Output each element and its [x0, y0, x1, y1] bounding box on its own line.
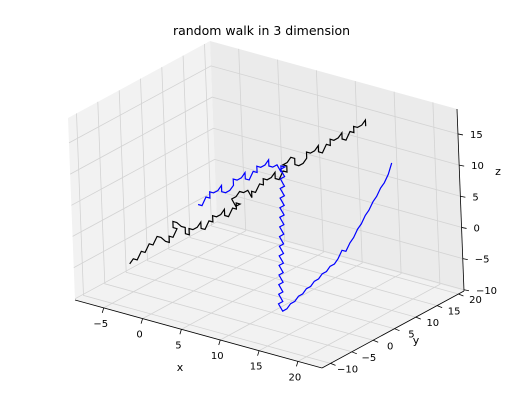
z-tick-label: −5 — [475, 255, 490, 266]
x-tick-mark — [140, 318, 143, 324]
axis-edges — [74, 108, 465, 369]
y-grid-line — [140, 78, 395, 330]
axis-panes — [68, 41, 464, 368]
y-grid-line — [204, 43, 459, 295]
back-pane — [210, 41, 464, 291]
x-tick-label: −5 — [93, 319, 108, 330]
walk-series-line-2 — [197, 158, 393, 313]
x-tick-label: 0 — [136, 330, 142, 341]
z-tick-mark — [459, 164, 465, 167]
z-tick-label: 10 — [471, 161, 484, 172]
y-axis-label: y — [413, 334, 420, 347]
y-grid-line — [161, 67, 416, 318]
z-grid-line — [74, 221, 465, 300]
z-grid-line — [70, 96, 460, 175]
y-tick-label: 15 — [448, 307, 461, 318]
z-grid-line — [71, 127, 461, 206]
walk-series-line-1 — [129, 118, 367, 265]
z-tick-mark — [461, 227, 467, 229]
y-tick-mark — [458, 293, 464, 297]
y-tick-mark — [394, 328, 400, 332]
z-tick-mark — [463, 289, 470, 292]
y-tick-label: 20 — [469, 295, 482, 306]
x-grid-line — [103, 48, 247, 309]
z-grid-line — [72, 158, 462, 237]
chart-title: random walk in 3 dimension — [173, 23, 350, 38]
y-grid-line — [118, 90, 374, 341]
x-tick-mark — [257, 350, 260, 356]
z-tick-mark — [460, 195, 466, 198]
x-grid-line — [297, 102, 441, 362]
x-axis-label: x — [177, 361, 184, 374]
z-grid-line — [73, 190, 463, 268]
x-tick-mark — [218, 339, 221, 346]
x-grid-line — [220, 80, 363, 341]
x-axis-line — [74, 299, 323, 369]
floor-pane — [75, 223, 464, 368]
y-tick-mark — [330, 363, 336, 366]
z-tick-label: 15 — [470, 130, 483, 141]
y-tick-label: 10 — [426, 318, 439, 329]
left-pane — [68, 41, 217, 300]
y-grid-line — [97, 101, 352, 353]
z-grid-line — [68, 65, 459, 144]
x-tick-label: 20 — [289, 372, 302, 383]
y-grid-line — [76, 113, 331, 364]
y-tick-label: 5 — [408, 330, 414, 341]
x-tick-label: 5 — [175, 340, 181, 351]
y-tick-mark — [373, 339, 379, 343]
z-tick-mark — [462, 258, 468, 260]
z-tick-mark — [457, 133, 464, 136]
y-tick-label: 0 — [387, 341, 393, 352]
x-tick-label: 15 — [250, 362, 263, 373]
y-axis-line — [321, 290, 465, 369]
y-tick-label: −5 — [361, 353, 376, 364]
x-grid-line — [142, 59, 286, 319]
z-tick-label: −10 — [476, 286, 497, 297]
z-tick-label: 0 — [474, 223, 480, 234]
z-axis-line — [456, 108, 465, 292]
z-axis-label: z — [495, 165, 501, 178]
y-tick-label: −10 — [337, 364, 358, 375]
x-tick-label: 10 — [211, 351, 224, 362]
z-tick-label: 5 — [472, 192, 478, 203]
y-tick-mark — [415, 316, 421, 320]
x-tick-mark — [179, 329, 182, 335]
y-tick-mark — [436, 305, 443, 308]
x-tick-mark — [296, 361, 299, 367]
x-grid-line — [258, 91, 402, 352]
data-series — [129, 118, 393, 313]
y-grid-line — [182, 55, 438, 306]
x-tick-mark — [101, 307, 105, 314]
y-tick-mark — [351, 351, 357, 355]
grid-lines — [68, 43, 465, 364]
x-grid-line — [181, 70, 324, 330]
